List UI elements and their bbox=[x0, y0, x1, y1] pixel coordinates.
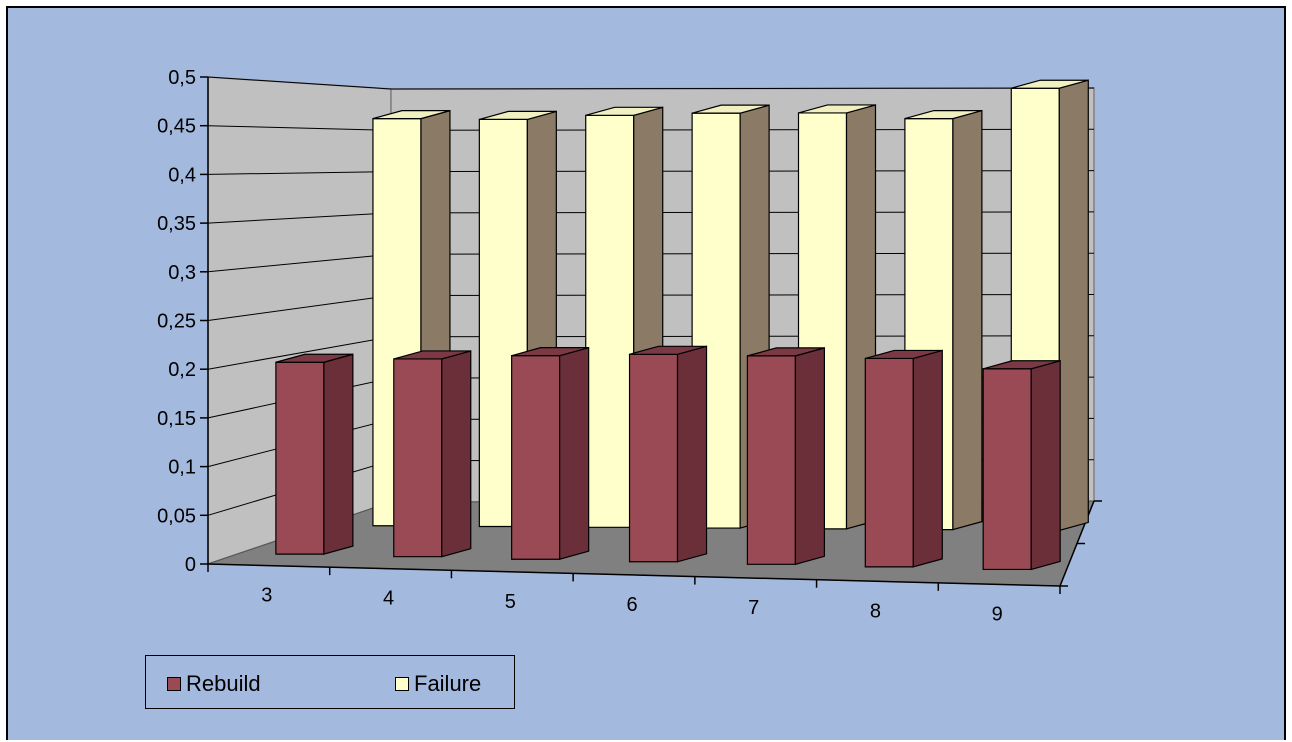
legend-label-failure: Failure bbox=[414, 671, 482, 696]
bar-rebuild-6-top bbox=[629, 345, 707, 355]
bar-rebuild-6-side bbox=[676, 345, 708, 563]
bar-rebuild-5-top bbox=[511, 347, 589, 357]
x-tick-label: 7 bbox=[748, 597, 759, 619]
y-tick-label: 0,3 bbox=[168, 262, 196, 284]
gridline-side bbox=[207, 295, 392, 321]
gridline-back bbox=[390, 87, 1095, 90]
y-tick-label: 0,25 bbox=[157, 311, 196, 333]
y-tick-label: 0,15 bbox=[157, 408, 196, 430]
legend-swatch-rebuild bbox=[167, 677, 181, 691]
bar-rebuild-8-top bbox=[865, 349, 943, 360]
y-tick-label: 0 bbox=[185, 554, 196, 576]
bar-rebuild-3 bbox=[275, 353, 354, 555]
x-tick-label: 3 bbox=[261, 585, 272, 607]
gridline-side bbox=[207, 253, 392, 273]
bar-rebuild-9-side bbox=[1030, 359, 1061, 571]
bar-rebuild-3-top bbox=[275, 353, 354, 363]
x-tick-label: 9 bbox=[992, 603, 1003, 625]
bar-failure-6-top bbox=[691, 104, 770, 114]
bar-failure-4-top bbox=[479, 110, 557, 120]
bar-rebuild-9-top bbox=[983, 360, 1061, 370]
gridline-side bbox=[207, 76, 392, 90]
x-tick-label: 4 bbox=[383, 588, 394, 610]
y-tick-label: 0,5 bbox=[168, 67, 196, 89]
y-tick-label: 0,05 bbox=[157, 505, 196, 527]
bar-rebuild-6-front bbox=[628, 353, 679, 563]
bar-rebuild-3-front bbox=[275, 361, 325, 555]
gridline-side bbox=[207, 336, 392, 370]
bar-rebuild-9 bbox=[982, 359, 1061, 571]
bar-rebuild-6 bbox=[628, 345, 708, 563]
legend-label-rebuild: Rebuild bbox=[186, 671, 261, 696]
bar-failure-5-front bbox=[585, 114, 635, 528]
bar-failure-5-top bbox=[585, 106, 663, 116]
bar-failure-7-top bbox=[798, 104, 876, 114]
bar-rebuild-5 bbox=[511, 346, 590, 561]
bar-failure-8-top bbox=[904, 110, 983, 120]
gridline-side bbox=[207, 212, 392, 224]
x-tick-label: 6 bbox=[626, 594, 637, 616]
bar-rebuild-4 bbox=[393, 350, 472, 558]
bar-failure-9-top bbox=[1011, 79, 1089, 89]
bar-rebuild-4-front bbox=[393, 358, 443, 558]
bar-rebuild-5-side bbox=[559, 346, 590, 561]
legend-item-rebuild: Rebuild bbox=[167, 671, 261, 697]
bar-rebuild-8 bbox=[864, 349, 943, 568]
chart-area: 0 0,05 0,1 0,15 0,2 0,25 0,3 0,35 0,4 0,45 0,5 3 4 5 6… bbox=[6, 6, 1286, 740]
bar-rebuild-7-front bbox=[746, 355, 797, 565]
bar-rebuild-4-top bbox=[393, 350, 471, 360]
bar-rebuild-3-side bbox=[323, 353, 354, 555]
x-tick-label: 5 bbox=[505, 591, 516, 613]
legend-item-failure: Failure bbox=[395, 671, 481, 697]
chart-legend: Rebuild Failure bbox=[145, 655, 515, 709]
bar-rebuild-8-front bbox=[864, 357, 914, 568]
bar-rebuild-7-side bbox=[794, 347, 826, 566]
gridline-side bbox=[207, 125, 392, 131]
y-tick-label: 0,4 bbox=[168, 164, 196, 186]
bar-rebuild-7 bbox=[746, 347, 826, 566]
x-tick-label: 8 bbox=[870, 600, 881, 622]
bar-failure-8-side bbox=[952, 109, 983, 531]
y-tick-label: 0,35 bbox=[157, 213, 196, 235]
bar-failure-3-top bbox=[372, 110, 451, 120]
bar-rebuild-5-front bbox=[511, 355, 561, 560]
y-tick-label: 0,45 bbox=[157, 116, 196, 138]
legend-swatch-failure bbox=[395, 677, 409, 691]
bar-rebuild-9-front bbox=[982, 368, 1032, 571]
bar-rebuild-8-side bbox=[912, 349, 943, 568]
y-tick-label: 0,2 bbox=[168, 359, 196, 381]
gridline-side bbox=[207, 171, 392, 175]
x-axis bbox=[207, 563, 1061, 587]
bar-rebuild-7-top bbox=[747, 347, 825, 357]
y-tick-label: 0,1 bbox=[168, 457, 196, 479]
bar-rebuild-4-side bbox=[441, 350, 472, 558]
bar-failure-9-side bbox=[1058, 79, 1089, 532]
bar-chart-3d: 0 0,05 0,1 0,15 0,2 0,25 0,3 0,35 0,4 0,45 0,5 3 4 5 6… bbox=[157, 67, 1102, 625]
